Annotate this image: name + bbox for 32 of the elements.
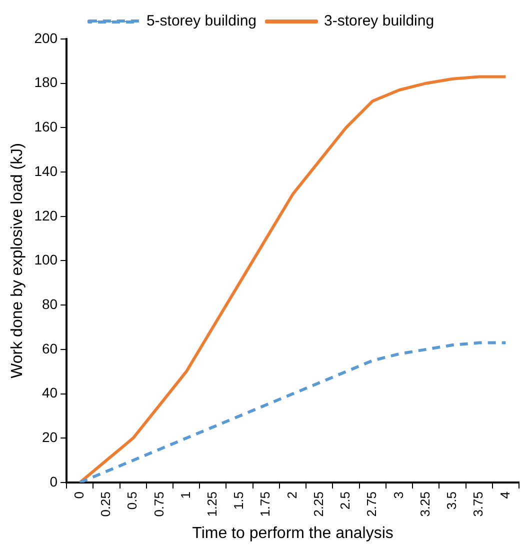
legend-label: 5-storey building [146,12,256,30]
y-tick-label: 140 [34,162,58,179]
y-tick-label: 120 [34,207,58,224]
x-axis-title: Time to perform the analysis [192,524,394,542]
line-series [78,341,508,482]
x-tick-label: 4 [497,492,512,499]
x-tick-label: 2.75 [364,492,380,517]
y-tick-label: 60 [42,340,58,356]
y-tick-label: 160 [34,118,58,135]
y-tick-label: 200 [34,30,58,46]
y-tick-label: 100 [34,252,58,268]
x-tick-label: 1 [178,492,193,499]
x-tick-label: 0.5 [124,492,140,510]
y-tick-label: 20 [42,429,58,446]
x-tick-label: 1.75 [258,492,273,517]
legend-label: 3-storey building [324,12,434,30]
x-tick-label: 3 [390,492,406,499]
x-tick-label: 3.5 [444,492,460,510]
x-tick-label: 1.5 [231,492,246,510]
y-tick-label: 80 [42,296,58,312]
x-tick-label: 3.75 [470,492,486,517]
x-tick-label: 3.25 [417,492,432,517]
x-tick-label: 2.5 [338,492,353,510]
x-tick-label: 0 [71,492,86,499]
x-tick-label: 1.25 [204,492,220,517]
x-tick-label: 2.25 [310,492,326,517]
x-tick-label: 0.75 [151,492,166,517]
y-tick-label: 40 [42,384,58,401]
x-tick-label: 2 [284,492,300,499]
x-tick-label: 0.25 [98,492,114,517]
y-tick-label: 180 [34,74,58,90]
y-axis-title: Work done by explosive load (kJ) [9,143,26,378]
